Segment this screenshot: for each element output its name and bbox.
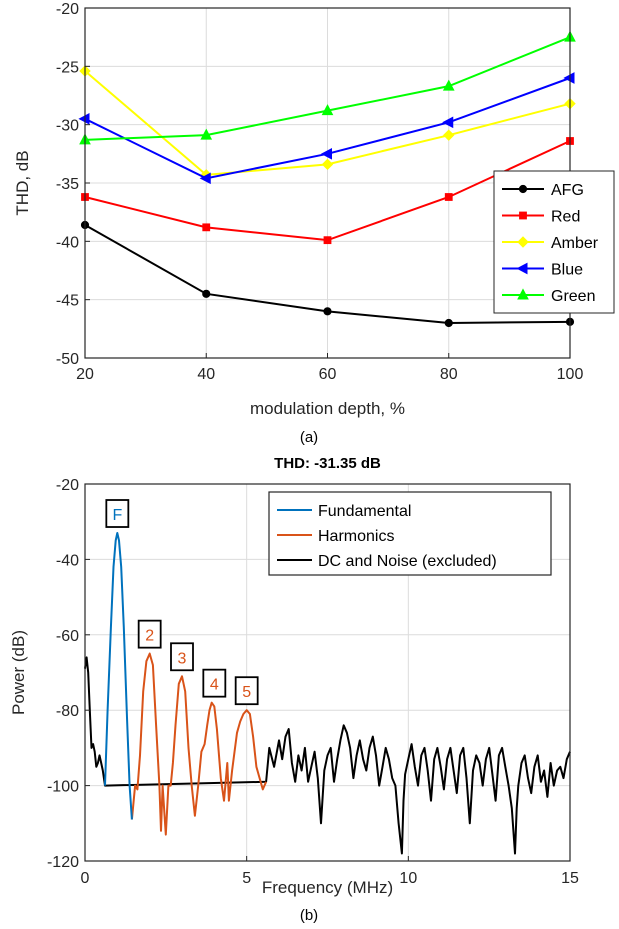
x-tick-label: 60 bbox=[319, 366, 337, 383]
y-axis-label: Power (dB) bbox=[9, 630, 28, 715]
axes-box-b bbox=[84, 483, 571, 862]
data-point-blue-100 bbox=[563, 72, 575, 84]
peak-annotation-3: 3 bbox=[170, 642, 194, 672]
x-tick-label: 80 bbox=[440, 366, 458, 383]
y-tick-label: -40 bbox=[56, 234, 79, 251]
x-axis-label: Frequency (MHz) bbox=[262, 878, 393, 897]
legend-a: AFG Red Amber Blue Green bbox=[493, 170, 615, 314]
caption-a: (a) bbox=[300, 429, 318, 446]
chart-a-thd-vs-modulation-depth: 20 40 60 80 100 -20 -25 -30 -35 -40 -45 -50 modulati… bbox=[13, 1, 615, 446]
y-tick-label: -100 bbox=[47, 779, 79, 796]
data-point-red-80 bbox=[444, 193, 453, 201]
data-point-afg-60 bbox=[323, 307, 332, 316]
data-point-amber-80 bbox=[443, 129, 455, 141]
data-point-green-60 bbox=[321, 104, 334, 116]
peak-annotation-label: 5 bbox=[242, 684, 251, 701]
legend-item-amber: Amber bbox=[502, 235, 599, 252]
legend-item-green: Green bbox=[502, 288, 595, 305]
y-tick-label: -120 bbox=[47, 854, 79, 871]
y-tick-label: -60 bbox=[56, 628, 79, 645]
data-point-blue-60 bbox=[320, 148, 332, 160]
legend-label-amber: Amber bbox=[551, 235, 599, 252]
x-tick-label: 5 bbox=[242, 870, 251, 887]
legend-marker-amber bbox=[517, 236, 529, 248]
chart-title-b: THD: -31.35 dB bbox=[274, 455, 381, 472]
y-tick-label: -40 bbox=[56, 552, 79, 569]
peak-annotation-5: 5 bbox=[234, 676, 259, 706]
y-axis-label: THD, dB bbox=[13, 150, 32, 215]
legend-label-afg: AFG bbox=[551, 182, 584, 199]
x-tick-label: 0 bbox=[81, 870, 90, 887]
peak-annotation-f: F bbox=[105, 499, 130, 528]
legend-item-blue: Blue bbox=[502, 262, 583, 279]
legend-item-harmonics: Harmonics bbox=[277, 528, 394, 545]
data-point-afg-40 bbox=[202, 289, 211, 298]
data-point-blue-40 bbox=[199, 172, 211, 185]
series-line-fundamental bbox=[104, 532, 133, 820]
x-tick-label: 100 bbox=[557, 366, 584, 383]
y-tick-label: -45 bbox=[56, 293, 79, 310]
legend-label-fundamental: Fundamental bbox=[318, 503, 411, 520]
peak-annotation-box bbox=[234, 676, 259, 706]
legend-marker-red bbox=[519, 211, 527, 220]
peak-annotation-box bbox=[137, 619, 162, 649]
data-point-green-80 bbox=[442, 79, 455, 91]
y-tick-label: -20 bbox=[56, 1, 79, 18]
data-point-red-40 bbox=[202, 223, 211, 232]
data-point-afg-80 bbox=[444, 318, 453, 328]
y-tick-label: -80 bbox=[56, 703, 79, 720]
peak-annotation-label: 4 bbox=[210, 677, 219, 694]
legend-item-fundamental: Fundamental bbox=[277, 503, 411, 520]
series-line-dc-and-noise-excluded bbox=[84, 656, 571, 855]
series-line-harmonics bbox=[130, 652, 268, 836]
data-point-blue-20 bbox=[78, 113, 90, 125]
caption-b: (b) bbox=[300, 907, 318, 924]
x-tick-label: 10 bbox=[399, 870, 417, 887]
x-tick-label: 15 bbox=[561, 870, 579, 887]
peak-annotation-label: 3 bbox=[178, 650, 187, 667]
y-tick-label: -35 bbox=[56, 176, 79, 193]
y-tick-label: -25 bbox=[56, 59, 79, 76]
data-point-red-60 bbox=[323, 236, 332, 245]
data-point-amber-60 bbox=[321, 158, 334, 171]
legend-item-afg: AFG bbox=[502, 182, 584, 199]
data-point-blue-80 bbox=[442, 116, 454, 129]
legend-box-b bbox=[268, 491, 552, 576]
legend-label-blue: Blue bbox=[551, 262, 583, 279]
x-tick-label: 40 bbox=[197, 366, 215, 383]
peak-annotation-label: F bbox=[112, 507, 122, 524]
legend-label-green: Green bbox=[551, 288, 595, 305]
legend-label-dc-and-noise-excluded: DC and Noise (excluded) bbox=[318, 553, 497, 570]
peak-annotation-label: 2 bbox=[145, 628, 154, 645]
peak-annotation-4: 4 bbox=[202, 668, 227, 698]
peak-annotation-box bbox=[202, 668, 227, 698]
peak-annotation-box bbox=[105, 499, 130, 528]
y-tick-label: -50 bbox=[56, 351, 79, 368]
x-tick-label: 20 bbox=[76, 366, 94, 383]
x-axis-label: modulation depth, % bbox=[250, 399, 405, 418]
legend-b: Fundamental Harmonics DC and Noise (exclud… bbox=[268, 491, 552, 576]
legend-label-harmonics: Harmonics bbox=[318, 528, 394, 545]
legend-marker-blue bbox=[516, 262, 528, 275]
legend-marker-green bbox=[517, 288, 529, 300]
y-tick-label: -30 bbox=[56, 118, 79, 135]
data-point-green-40 bbox=[200, 128, 213, 140]
legend-item-dc-and-noise-excluded: DC and Noise (excluded) bbox=[277, 553, 497, 570]
chart-b-thd-spectrum: 0 5 10 15 -20 -40 -60 -80 -100 -120 THD: -31.35 dB… bbox=[9, 455, 579, 924]
legend-item-red: Red bbox=[502, 209, 580, 226]
legend-marker-afg bbox=[518, 184, 528, 194]
legend-label-red: Red bbox=[551, 209, 580, 226]
y-tick-label: -20 bbox=[56, 477, 79, 494]
peak-annotation-box bbox=[170, 642, 194, 672]
peak-annotation-2: 2 bbox=[137, 619, 162, 649]
